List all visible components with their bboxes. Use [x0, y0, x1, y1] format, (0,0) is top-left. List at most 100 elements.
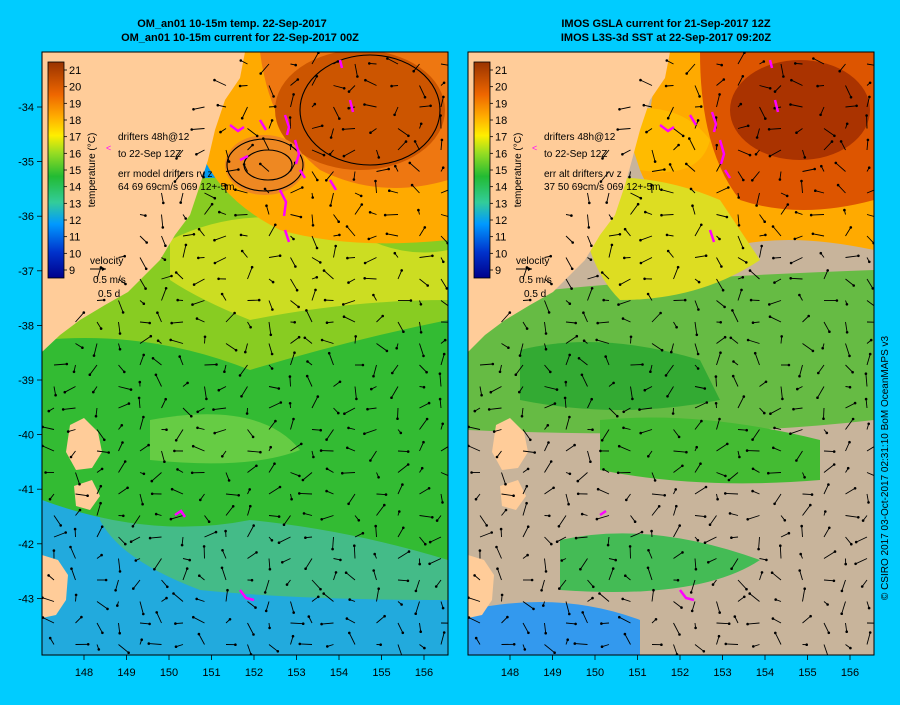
colorbar-tick-label: 20: [69, 82, 81, 94]
current-vector-head: [780, 335, 783, 338]
current-vector-head: [855, 541, 858, 544]
current-vector-head: [672, 412, 675, 415]
current-vector-head: [272, 281, 275, 284]
current-vector-head: [259, 451, 262, 454]
current-vector-head: [123, 371, 126, 374]
current-vector-head: [147, 444, 150, 447]
current-vector-head: [658, 505, 661, 508]
current-vector-head: [601, 271, 604, 274]
current-vector-head: [719, 351, 722, 354]
current-vector-head: [198, 228, 201, 231]
current-vector-head: [428, 402, 431, 405]
err-label-2: 64 69 69cm/s 069 12+-5m: [118, 182, 234, 193]
lat-tick-label: -37: [18, 266, 34, 278]
current-vector: [205, 365, 217, 366]
current-vector-head: [678, 524, 681, 527]
current-vector-head: [581, 374, 584, 377]
current-vector-head: [738, 456, 741, 459]
right-map-panel: <: [467, 51, 881, 658]
current-vector-head: [325, 490, 328, 493]
current-vector-head: [732, 360, 735, 363]
colorbar-tick-label: 10: [495, 248, 507, 260]
current-vector-head: [581, 611, 584, 614]
current-vector-head: [680, 606, 683, 609]
current-vector-head: [698, 95, 701, 98]
current-vector-head: [281, 561, 284, 564]
current-vector-head: [390, 396, 393, 399]
current-vector-head: [590, 398, 593, 401]
current-vector-head: [805, 643, 808, 646]
current-vector-head: [836, 299, 839, 302]
current-vector-head: [419, 630, 422, 633]
current-vector-head: [203, 545, 206, 548]
current-vector-head: [410, 299, 413, 302]
current-vector-head: [439, 372, 442, 375]
current-vector-head: [720, 64, 723, 67]
current-vector-head: [228, 160, 231, 163]
current-vector-head: [362, 532, 365, 535]
current-vector-head: [298, 475, 301, 478]
current-vector-head: [752, 645, 755, 648]
current-vector-head: [421, 467, 424, 470]
current-vector-head: [771, 571, 774, 574]
current-vector-head: [442, 607, 445, 610]
current-vector-head: [259, 163, 262, 166]
current-vector-head: [569, 473, 572, 476]
current-vector-head: [269, 446, 272, 449]
current-vector-head: [449, 321, 452, 324]
current-vector-head: [828, 632, 831, 635]
current-vector-head: [512, 494, 515, 497]
current-vector-head: [670, 351, 673, 354]
current-vector-head: [622, 411, 625, 414]
current-vector-head: [192, 616, 195, 619]
current-vector-head: [773, 281, 776, 284]
current-vector-head: [518, 391, 521, 394]
current-vector-head: [719, 321, 722, 324]
current-vector-head: [400, 432, 403, 435]
current-vector-head: [386, 233, 389, 236]
current-vector-head: [677, 266, 680, 269]
current-vector-head: [107, 451, 110, 454]
current-vector-head: [277, 650, 280, 653]
current-vector-head: [139, 381, 142, 384]
current-vector-head: [316, 179, 319, 182]
current-vector-head: [718, 93, 721, 96]
current-vector-head: [314, 289, 317, 292]
current-vector-head: [212, 408, 215, 411]
current-vector-head: [297, 306, 300, 309]
current-vector-head: [165, 287, 168, 290]
colorbar-tick-label: 12: [495, 215, 507, 227]
current-vector-head: [321, 125, 324, 128]
current-vector-head: [426, 418, 429, 421]
current-vector-head: [292, 238, 295, 241]
current-vector-head: [705, 486, 708, 489]
current-vector-head: [597, 488, 600, 491]
current-vector-head: [661, 349, 664, 352]
current-vector-head: [306, 360, 309, 363]
current-vector-head: [728, 479, 731, 482]
current-vector-head: [300, 216, 303, 219]
current-vector-head: [781, 398, 784, 401]
current-vector-head: [314, 103, 317, 106]
current-vector-head: [504, 483, 507, 486]
current-vector-head: [591, 428, 594, 431]
colorbar-label: temperature (°C): [87, 133, 98, 208]
current-vector-head: [329, 153, 332, 156]
current-vector-head: [604, 355, 607, 358]
current-vector-head: [229, 618, 232, 621]
current-vector-head: [169, 339, 172, 342]
current-vector-head: [576, 335, 579, 338]
current-vector-head: [751, 179, 754, 182]
current-vector-head: [423, 386, 426, 389]
current-vector-head: [565, 381, 568, 384]
current-vector-head: [570, 214, 573, 217]
current-vector-head: [265, 204, 268, 207]
current-vector-head: [196, 317, 199, 320]
right-title-2: IMOS L3S-3d SST at 22-Sep-2017 09:20Z: [561, 32, 772, 44]
colorbar-tick-label: 13: [69, 198, 81, 210]
current-vector-head: [550, 460, 553, 463]
current-vector-head: [622, 427, 625, 430]
current-vector-head: [790, 79, 793, 82]
current-vector-head: [377, 587, 380, 590]
